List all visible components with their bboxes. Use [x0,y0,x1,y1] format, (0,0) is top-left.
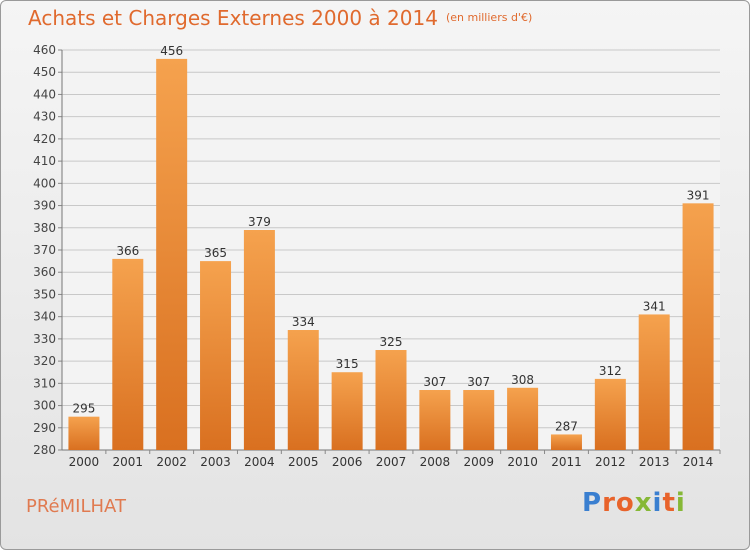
x-tick-label: 2011 [551,455,582,469]
y-tick-label: 430 [33,110,56,124]
bar [463,390,495,450]
bar [331,372,363,450]
x-tick-label: 2002 [156,455,187,469]
bar [243,230,275,450]
bar [638,314,670,450]
data-label: 325 [380,335,403,349]
bar [375,350,407,450]
title-text: Achats et Charges Externes 2000 à 2014 [28,6,438,30]
y-tick-label: 350 [33,287,56,301]
bar [507,387,539,450]
y-tick-label: 320 [33,354,56,368]
x-tick-label: 2013 [639,455,670,469]
bar [682,203,714,450]
y-tick-label: 390 [33,199,56,213]
town-name: PRéMILHAT [26,496,126,517]
y-tick-label: 450 [33,65,56,79]
data-label: 391 [687,188,710,202]
data-label: 334 [292,315,315,329]
y-tick-label: 460 [33,43,56,57]
x-tick-label: 2014 [683,455,714,469]
logo-letter: i [652,488,663,518]
data-label: 295 [72,402,95,416]
x-tick-label: 2004 [244,455,275,469]
data-label: 379 [248,215,271,229]
data-label: 308 [511,373,534,387]
y-tick-label: 440 [33,87,56,101]
data-label: 312 [599,364,622,378]
bar [68,416,100,450]
logo-letter: r [602,488,616,518]
bar [200,261,232,450]
logo-letter: t [662,488,676,518]
x-tick-label: 2012 [595,455,626,469]
y-tick-label: 420 [33,132,56,146]
x-tick-label: 2008 [420,455,451,469]
x-tick-label: 2003 [200,455,231,469]
data-label: 456 [160,44,183,58]
y-tick-label: 360 [33,265,56,279]
x-tick-label: 2001 [113,455,144,469]
data-label: 307 [467,375,490,389]
data-label: 307 [423,375,446,389]
data-label: 366 [116,244,139,258]
bar [550,434,582,450]
bar [594,378,626,450]
y-tick-label: 300 [33,399,56,413]
data-label: 315 [336,357,359,371]
logo-letter: i [675,488,686,518]
x-tick-label: 2005 [288,455,319,469]
y-tick-label: 340 [33,310,56,324]
data-label: 365 [204,246,227,260]
chart-title: Achats et Charges Externes 2000 à 2014 (e… [28,6,532,30]
y-tick-label: 310 [33,376,56,390]
bar [287,330,319,450]
x-tick-label: 2009 [463,455,494,469]
x-tick-label: 2010 [507,455,538,469]
y-tick-label: 400 [33,176,56,190]
logo-letter: o [615,488,635,518]
bar [156,58,188,451]
unit-label: (en milliers d'€) [445,11,533,24]
proxiti-logo: Proxiti [582,488,686,518]
bar [112,258,144,450]
y-tick-label: 380 [33,221,56,235]
x-tick-label: 2000 [69,455,100,469]
y-tick-label: 330 [33,332,56,346]
x-tick-label: 2007 [376,455,407,469]
x-tick-label: 2006 [332,455,363,469]
data-label: 341 [643,299,666,313]
logo-letter: P [582,488,603,518]
logo-letter: x [634,488,653,518]
data-label: 287 [555,419,578,433]
y-tick-label: 410 [33,154,56,168]
y-tick-label: 290 [33,421,56,435]
y-tick-label: 370 [33,243,56,257]
y-tick-label: 280 [33,443,56,457]
bar [419,390,451,450]
